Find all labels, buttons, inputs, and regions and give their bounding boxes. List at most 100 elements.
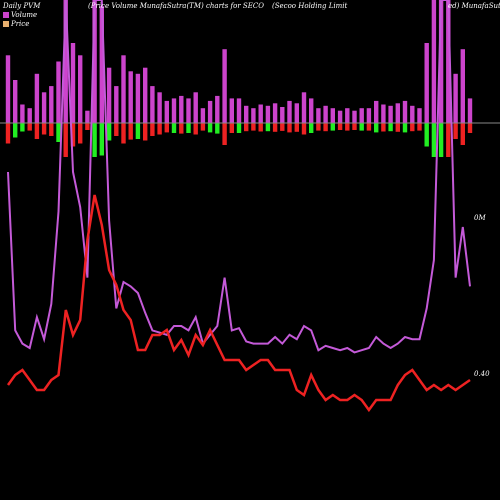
direction-bar xyxy=(424,123,429,147)
volume-bar xyxy=(301,92,307,124)
direction-bar xyxy=(157,123,162,135)
volume-bar xyxy=(179,95,184,123)
direction-bar xyxy=(207,123,213,133)
direction-bar xyxy=(417,123,422,131)
volume-bar xyxy=(121,55,126,123)
direction-bar xyxy=(272,123,278,132)
volume-bar xyxy=(438,0,444,123)
direction-bar xyxy=(410,123,415,132)
volume-bar xyxy=(193,92,198,124)
direction-bar xyxy=(337,123,343,130)
direction-bar xyxy=(78,123,83,144)
volume-bar xyxy=(251,108,256,123)
volume-bar xyxy=(374,100,379,123)
volume-bar xyxy=(215,95,220,123)
direction-bar xyxy=(106,123,112,141)
direction-bar xyxy=(446,123,451,157)
volume-bar xyxy=(265,105,271,123)
volume-bar xyxy=(287,100,292,123)
volume-bar xyxy=(309,98,314,123)
volume-bar xyxy=(294,103,299,123)
volume-bar xyxy=(20,104,25,123)
volume-bar xyxy=(410,105,415,123)
direction-bar xyxy=(150,123,155,136)
direction-bar xyxy=(128,123,133,140)
direction-bar xyxy=(41,123,47,135)
volume-bar xyxy=(395,103,400,123)
volume-bar xyxy=(258,104,263,123)
direction-bar xyxy=(193,123,198,135)
direction-bar xyxy=(34,123,40,139)
volume-line xyxy=(7,0,471,354)
volume-bar xyxy=(381,104,386,123)
direction-bar xyxy=(359,123,364,131)
direction-bar xyxy=(135,123,141,139)
volume-end-label: 0M xyxy=(474,214,486,222)
direction-bar xyxy=(70,123,76,147)
direction-bar xyxy=(114,123,119,136)
volume-bar xyxy=(272,103,278,123)
volume-bar xyxy=(323,105,328,123)
direction-bar xyxy=(49,123,54,136)
direction-bar xyxy=(171,123,177,133)
volume-bar xyxy=(417,108,422,123)
legend-price-label: Price xyxy=(11,20,30,28)
volume-bar xyxy=(424,43,429,123)
direction-bar xyxy=(200,123,206,131)
direction-bar xyxy=(179,123,184,134)
volume-bar xyxy=(316,108,321,123)
direction-bar xyxy=(381,123,386,132)
volume-bar xyxy=(63,0,68,123)
header-center: (Price Volume MunafaSutra(TM) charts for… xyxy=(88,2,264,10)
direction-bar xyxy=(323,123,328,132)
price-swatch xyxy=(3,21,9,27)
direction-bar xyxy=(294,123,299,132)
direction-bar xyxy=(236,123,242,133)
direction-bar xyxy=(164,123,169,133)
direction-bar xyxy=(330,123,335,131)
volume-bar xyxy=(114,86,119,123)
direction-bar xyxy=(366,123,372,131)
direction-bar xyxy=(453,123,458,139)
volume-bar xyxy=(431,0,437,123)
direction-bar xyxy=(316,123,321,131)
header-far-right: ed) MunafaSutra xyxy=(448,2,500,10)
volume-bar xyxy=(388,105,393,123)
volume-bar xyxy=(186,98,191,123)
direction-bar xyxy=(345,123,350,131)
volume-bar xyxy=(56,61,61,123)
volume-bar xyxy=(467,98,473,123)
legend-volume: Volume xyxy=(3,11,37,19)
price-line xyxy=(6,194,471,413)
direction-bar xyxy=(56,123,61,142)
direction-bar xyxy=(395,123,400,132)
volume-bar xyxy=(330,108,335,123)
volume-bar xyxy=(244,105,249,123)
direction-bar xyxy=(27,123,32,131)
volume-bar xyxy=(157,92,162,124)
volume-bar xyxy=(366,108,372,123)
direction-bar xyxy=(215,123,220,134)
direction-bar xyxy=(251,123,256,131)
volume-bar xyxy=(171,98,177,123)
volume-bar xyxy=(13,80,18,123)
volume-bar xyxy=(280,107,285,123)
direction-bar xyxy=(309,123,314,133)
volume-bar xyxy=(352,110,357,123)
direction-bar xyxy=(222,123,227,145)
direction-bar xyxy=(287,123,292,133)
volume-bar xyxy=(446,0,451,123)
direction-bar xyxy=(5,123,11,144)
legend-volume-label: Volume xyxy=(11,11,38,19)
volume-bar xyxy=(106,67,112,124)
price-end-label: 0.40 xyxy=(474,370,490,378)
volume-bar xyxy=(143,67,148,124)
volume-bar xyxy=(460,49,465,124)
direction-bar xyxy=(13,123,18,138)
volume-bar xyxy=(78,55,83,123)
volume-bar xyxy=(99,6,104,124)
volume-bar xyxy=(236,98,242,123)
volume-bar xyxy=(402,100,408,123)
direction-bar xyxy=(460,123,465,145)
